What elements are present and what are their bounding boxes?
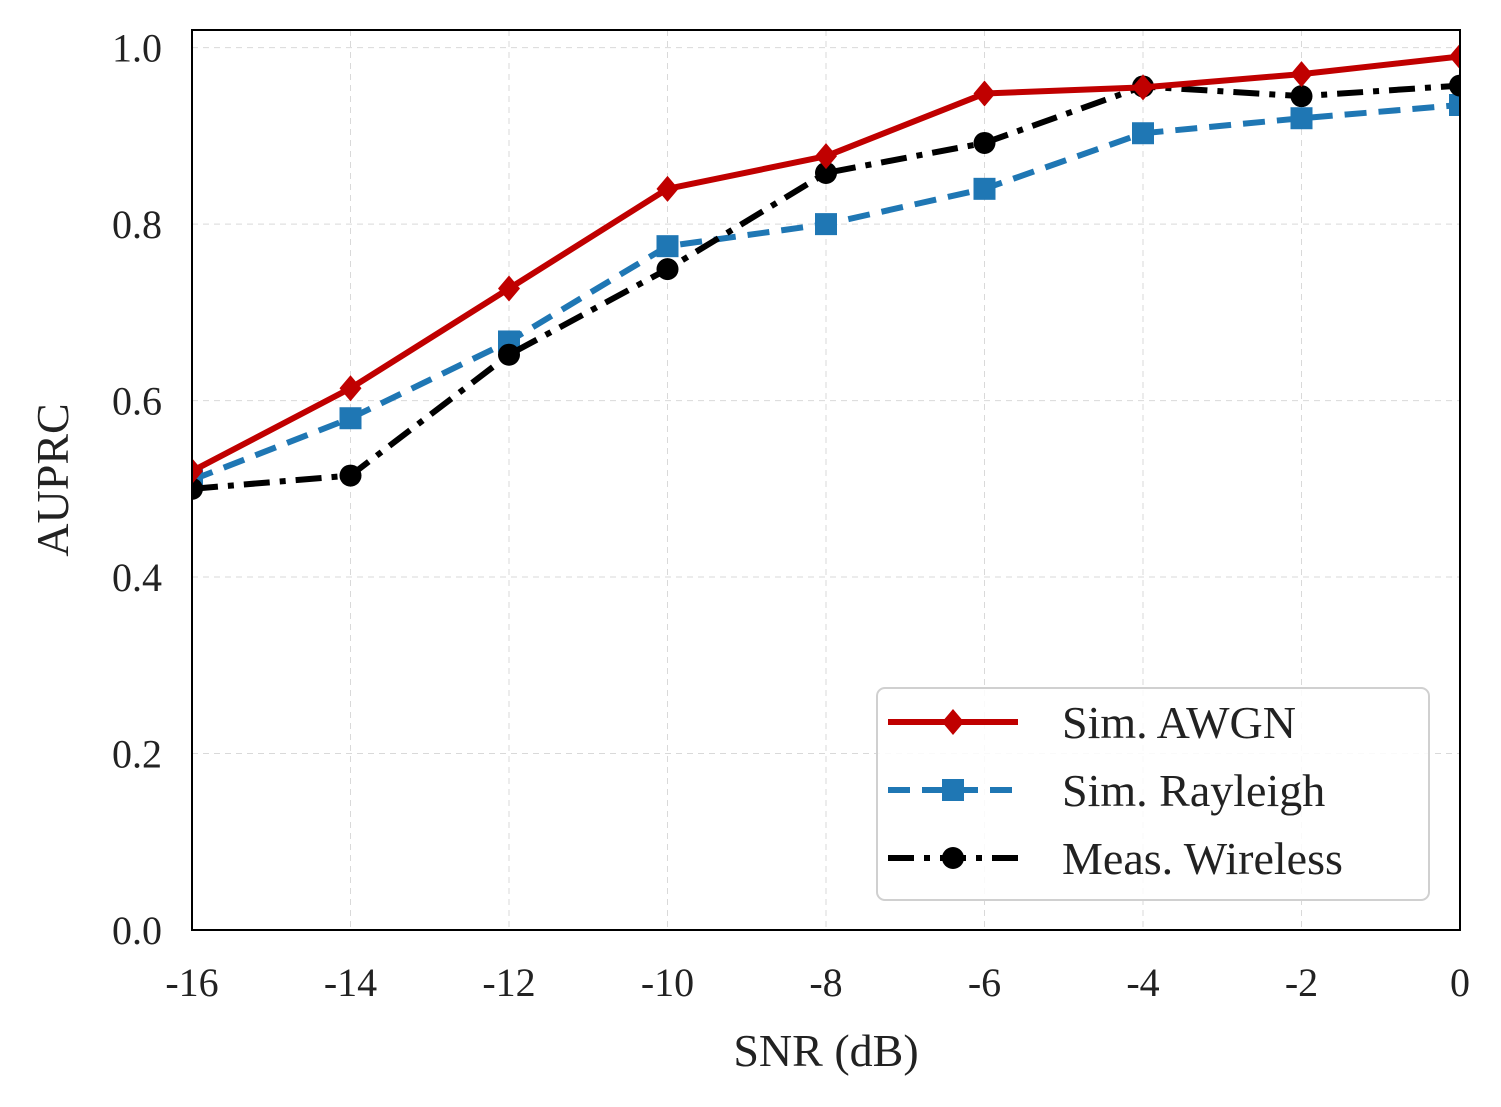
data-point-sim-awgn	[1449, 43, 1460, 70]
plot-frame	[191, 29, 1461, 931]
y-axis-title: AUPRC	[27, 403, 78, 556]
data-point-meas-wireless	[1449, 74, 1460, 97]
x-tick-label: -16	[165, 960, 218, 1005]
data-point-sim-rayleigh	[1290, 107, 1313, 130]
data-point-meas-wireless	[192, 477, 203, 500]
legend-label-sim-awgn: Sim. AWGN	[1062, 697, 1296, 748]
data-point-sim-awgn	[973, 80, 996, 107]
data-point-sim-awgn	[1290, 61, 1313, 88]
x-tick-label: -12	[482, 960, 535, 1005]
y-tick-label: 0.6	[112, 379, 162, 424]
data-point-sim-rayleigh	[973, 177, 996, 200]
legend-marker-sim-awgn	[942, 709, 964, 735]
x-axis-title: SNR (dB)	[733, 1025, 918, 1076]
data-point-sim-awgn	[815, 143, 837, 170]
x-tick-label: -14	[324, 960, 377, 1005]
data-point-sim-awgn	[498, 275, 520, 302]
data-point-sim-awgn	[192, 458, 203, 485]
data-point-sim-rayleigh	[656, 235, 679, 258]
data-point-sim-rayleigh	[1132, 122, 1154, 145]
y-tick-label: 0.4	[112, 555, 162, 600]
data-point-meas-wireless	[656, 258, 679, 281]
legend-marker-sim-rayleigh	[942, 779, 964, 801]
series-group	[192, 43, 1460, 500]
y-tick-label: 0.8	[112, 202, 162, 247]
data-point-sim-awgn	[339, 375, 362, 402]
y-tick-label: 0.0	[112, 908, 162, 953]
series-line-meas-wireless	[192, 82, 1460, 492]
data-point-meas-wireless	[498, 343, 520, 366]
y-tick-label: 0.2	[112, 732, 162, 777]
legend-marker-meas-wireless	[942, 847, 964, 869]
legend-label-meas-wireless: Meas. Wireless	[1062, 833, 1343, 884]
legend: Sim. AWGN Sim. Rayleigh Meas. Wireless	[876, 687, 1430, 901]
data-point-sim-awgn	[1132, 74, 1154, 101]
series-sim-awgn	[192, 43, 1460, 485]
legend-label-sim-rayleigh: Sim. Rayleigh	[1062, 765, 1325, 816]
legend-box	[876, 687, 1430, 901]
x-tick-label: -10	[641, 960, 694, 1005]
x-axis-ticks: -16 -14 -12 -10 -8 -6 -4 -2 0	[165, 960, 1470, 1005]
x-tick-label: -2	[1285, 960, 1318, 1005]
series-sim-rayleigh	[192, 94, 1460, 491]
data-point-meas-wireless	[815, 161, 837, 184]
data-point-sim-awgn	[656, 175, 679, 202]
y-tick-label: 1.0	[112, 26, 162, 71]
data-point-sim-rayleigh	[815, 213, 837, 236]
x-tick-label: -6	[968, 960, 1001, 1005]
x-tick-label: -4	[1126, 960, 1159, 1005]
y-axis-ticks: 0.0 0.2 0.4 0.6 0.8 1.0	[112, 26, 162, 953]
x-tick-label: -8	[809, 960, 842, 1005]
data-point-meas-wireless	[339, 464, 362, 487]
x-tick-label: 0	[1450, 960, 1470, 1005]
data-point-meas-wireless	[973, 131, 996, 154]
data-point-sim-rayleigh	[339, 407, 362, 430]
data-point-meas-wireless	[1290, 85, 1313, 108]
data-point-sim-rayleigh	[1449, 94, 1460, 116]
